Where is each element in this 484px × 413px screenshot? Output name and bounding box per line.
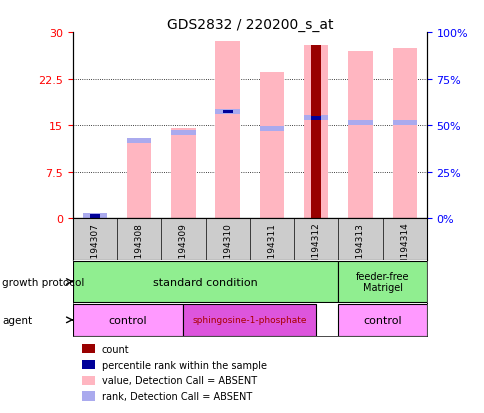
Bar <box>348 121 372 126</box>
Text: growth protocol: growth protocol <box>2 277 85 287</box>
Text: count: count <box>102 344 129 354</box>
Text: sphingosine-1-phosphate: sphingosine-1-phosphate <box>192 316 306 325</box>
Bar <box>222 111 232 114</box>
Text: GSM194309: GSM194309 <box>179 222 187 277</box>
Bar <box>127 139 151 144</box>
Bar <box>90 215 100 218</box>
Text: feeder-free
Matrigel: feeder-free Matrigel <box>355 271 408 293</box>
Bar <box>259 126 284 131</box>
Bar <box>73 304 183 336</box>
Bar <box>348 52 372 219</box>
Bar <box>303 116 328 121</box>
Text: control: control <box>108 315 147 325</box>
Bar <box>73 261 337 303</box>
Text: GSM194311: GSM194311 <box>267 222 276 277</box>
Bar <box>337 304 426 336</box>
Text: GSM194312: GSM194312 <box>311 222 320 277</box>
Bar <box>392 49 416 219</box>
Bar <box>337 261 426 303</box>
Bar <box>171 131 195 136</box>
Text: GSM194314: GSM194314 <box>399 222 408 277</box>
Text: standard condition: standard condition <box>153 277 257 287</box>
Text: GSM194308: GSM194308 <box>135 222 143 277</box>
Text: GSM194307: GSM194307 <box>90 222 99 277</box>
Text: GSM194313: GSM194313 <box>355 222 364 277</box>
Text: rank, Detection Call = ABSENT: rank, Detection Call = ABSENT <box>102 391 252 401</box>
Bar <box>83 217 107 219</box>
Bar <box>171 129 195 219</box>
Bar <box>183 304 316 336</box>
Text: GSM194310: GSM194310 <box>223 222 232 277</box>
Text: value, Detection Call = ABSENT: value, Detection Call = ABSENT <box>102 375 257 385</box>
Bar <box>83 214 107 219</box>
Bar <box>311 116 320 121</box>
Text: control: control <box>363 315 401 325</box>
Bar <box>311 45 320 219</box>
Bar <box>259 74 284 219</box>
Bar <box>303 45 328 219</box>
Text: agent: agent <box>2 315 32 325</box>
Bar <box>215 43 239 219</box>
Text: percentile rank within the sample: percentile rank within the sample <box>102 360 266 370</box>
Bar <box>392 121 416 126</box>
Title: GDS2832 / 220200_s_at: GDS2832 / 220200_s_at <box>166 18 333 32</box>
Bar <box>127 142 151 219</box>
Bar <box>215 110 239 115</box>
